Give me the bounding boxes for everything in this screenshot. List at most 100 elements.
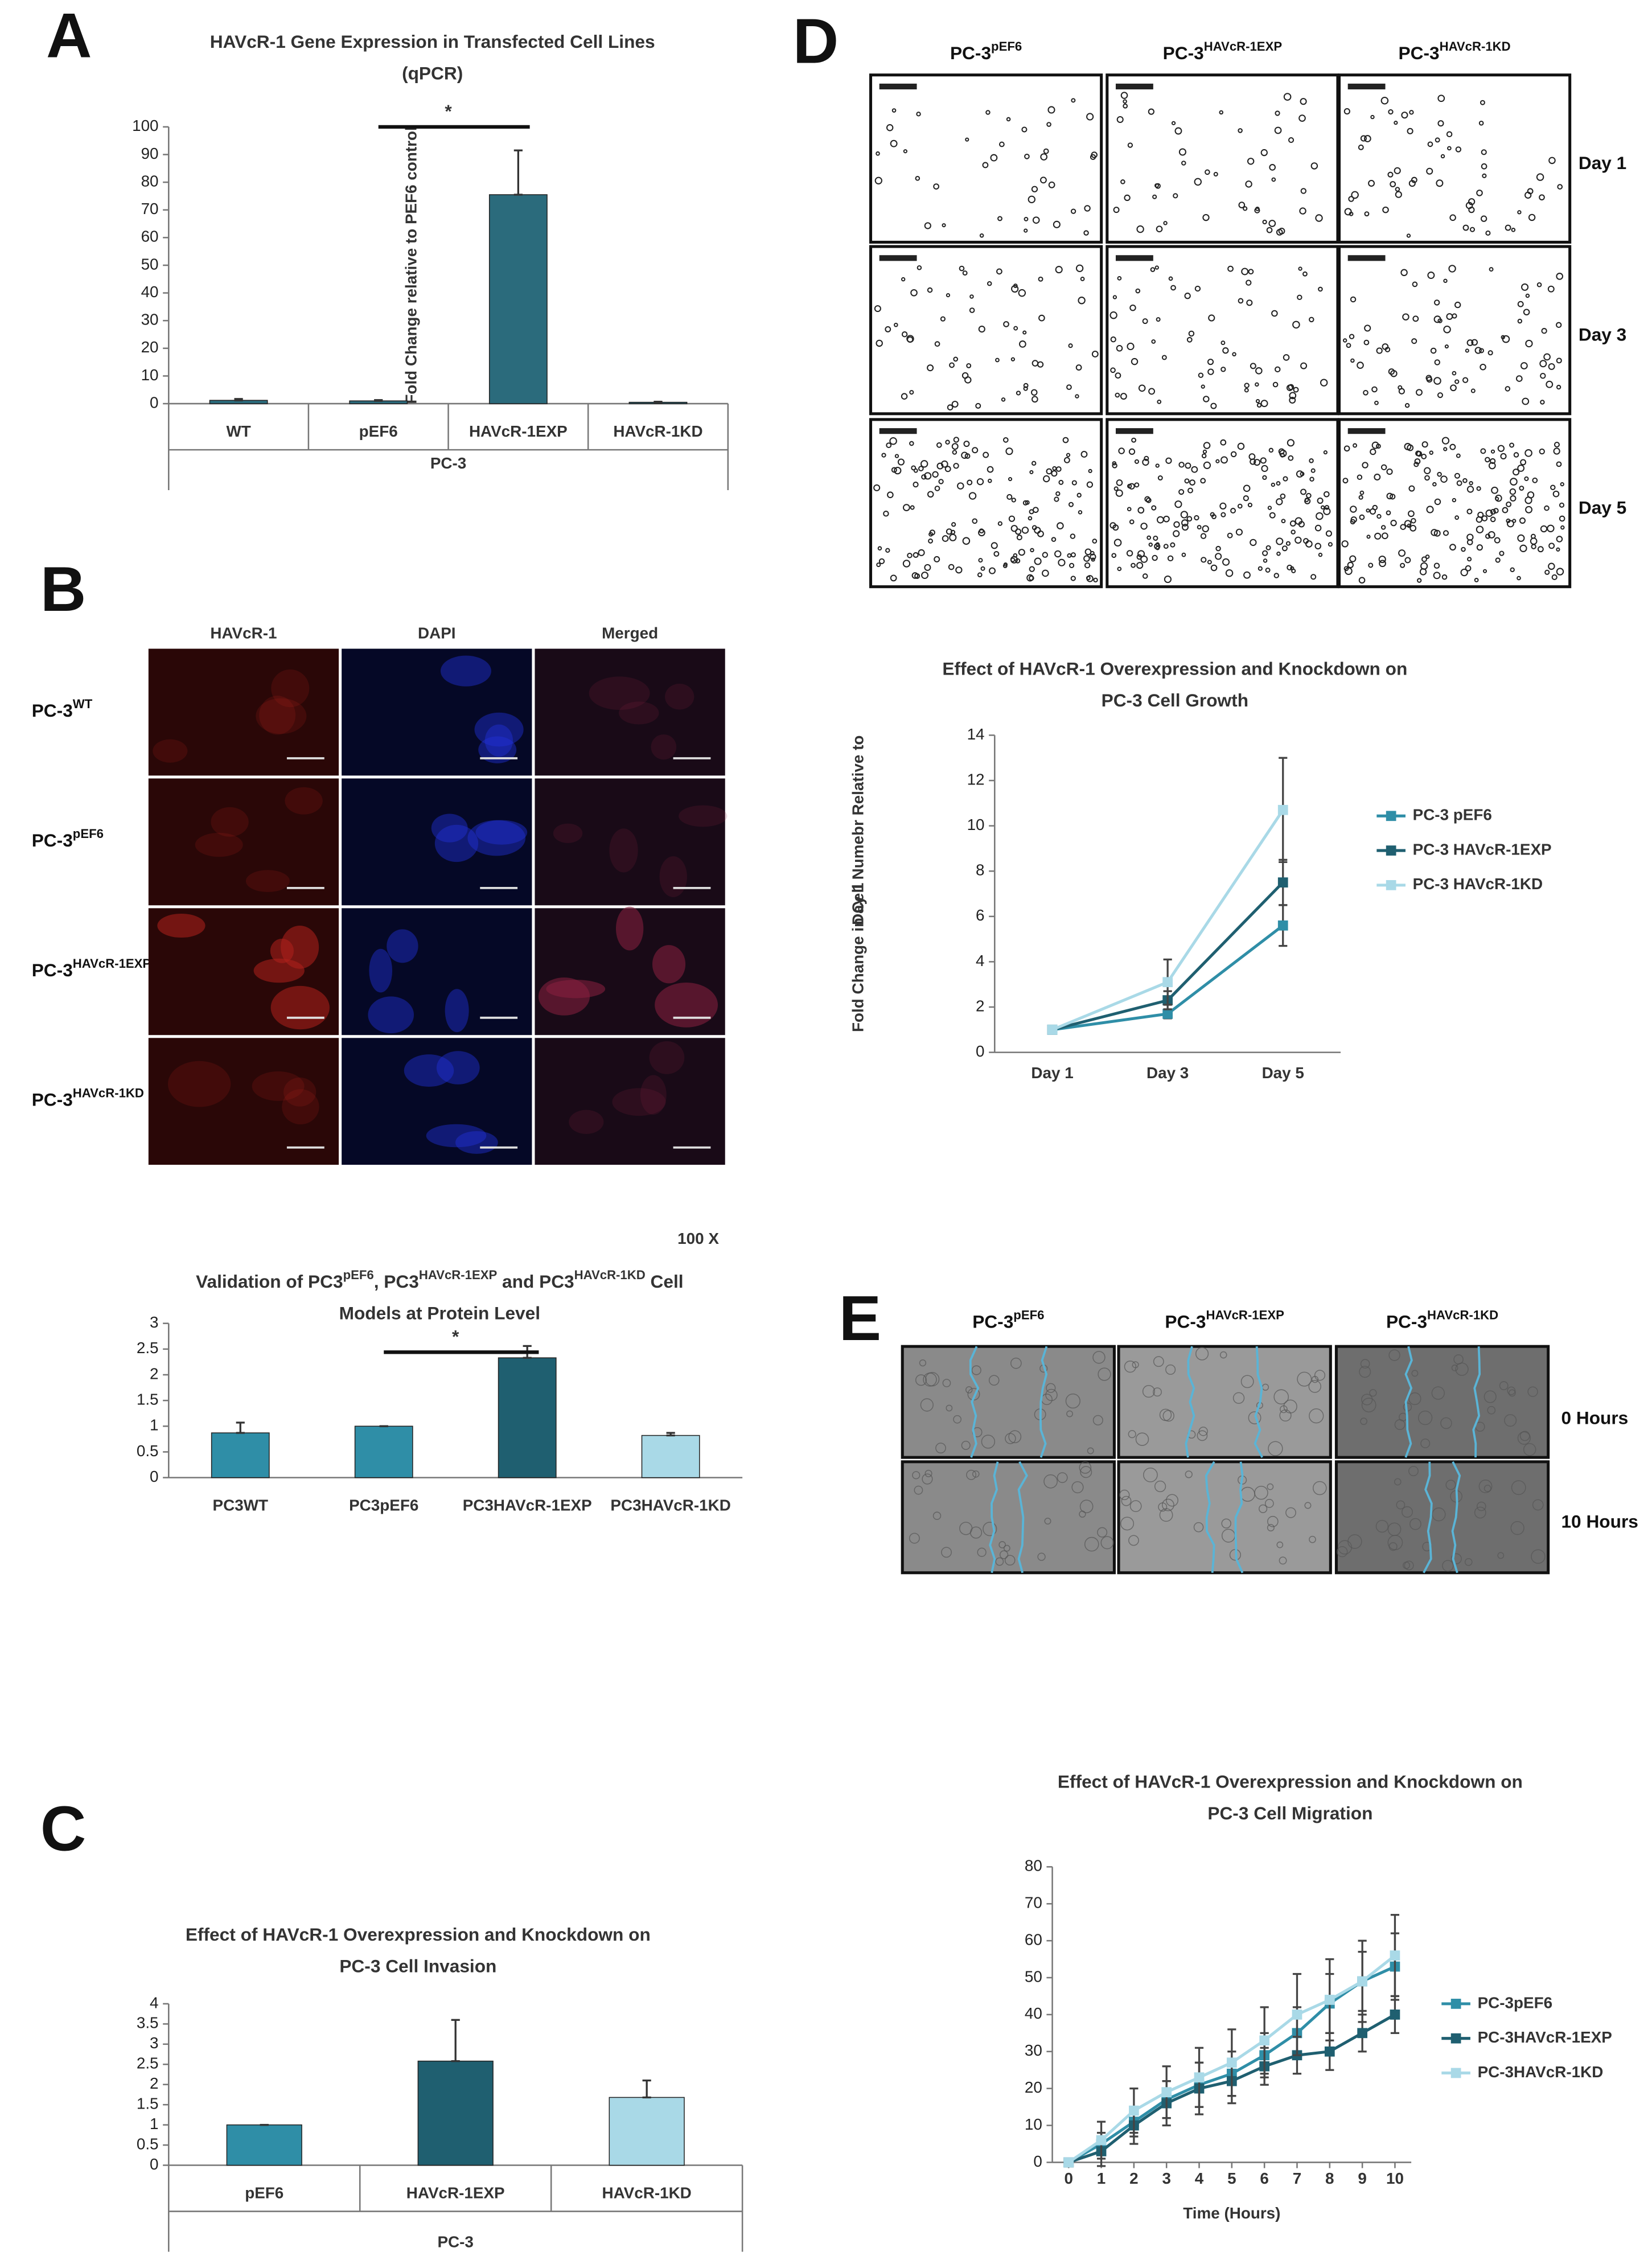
cell [1037, 1552, 1046, 1561]
cell [1363, 339, 1370, 346]
cell [1220, 512, 1226, 517]
cell [975, 402, 981, 409]
cell [1505, 386, 1511, 392]
cell [877, 546, 882, 551]
cell [1357, 361, 1364, 369]
cell [1426, 167, 1433, 175]
cell [1140, 555, 1148, 563]
cell [1090, 550, 1095, 556]
wound-edge [1234, 1461, 1244, 1573]
cell [1420, 1439, 1431, 1449]
cell [1363, 135, 1371, 142]
cell [1554, 442, 1560, 448]
cell [1361, 1394, 1373, 1406]
cell [1289, 520, 1296, 527]
cell [1248, 269, 1254, 275]
cell [1202, 525, 1209, 533]
cell [983, 1522, 997, 1536]
cell [659, 856, 687, 898]
cell [1465, 202, 1473, 209]
cell [1532, 1499, 1544, 1511]
cell [1267, 506, 1272, 510]
cell [1076, 492, 1082, 498]
cell [195, 832, 243, 857]
cell [1314, 524, 1322, 532]
wound-edge [969, 1346, 980, 1458]
cell [1449, 443, 1456, 450]
magnification: 100 X [677, 1230, 719, 1247]
cell [1247, 158, 1255, 165]
cell [1016, 391, 1021, 396]
cell [1556, 322, 1562, 328]
cell [1325, 530, 1332, 537]
cell [1243, 571, 1251, 579]
cell [890, 139, 898, 147]
cell [1505, 224, 1511, 231]
cell [1075, 264, 1084, 272]
cell [1488, 462, 1496, 470]
cell [1075, 364, 1082, 371]
cell [1400, 524, 1406, 530]
cell [1502, 507, 1509, 513]
panel-letter: C [40, 1793, 86, 1864]
cell [1556, 547, 1560, 552]
cell [932, 471, 939, 478]
cell [649, 1041, 685, 1074]
cell [1091, 557, 1095, 562]
cell [1283, 354, 1290, 361]
cell [1006, 494, 1013, 500]
cell [1222, 347, 1229, 354]
cell [947, 404, 954, 410]
cell [1452, 371, 1457, 376]
cell [1402, 1562, 1411, 1569]
cell [1250, 458, 1256, 465]
y-tick-label: 60 [141, 228, 159, 245]
bar [354, 1425, 413, 1478]
cell [1268, 220, 1276, 227]
cell [256, 698, 307, 734]
cell [1369, 508, 1376, 515]
cell [1548, 157, 1556, 165]
cell [1466, 533, 1474, 541]
cell [1058, 558, 1066, 566]
cell [252, 1071, 305, 1101]
cell [1184, 293, 1191, 299]
cell [1166, 1494, 1179, 1507]
cell [1194, 178, 1202, 186]
cell [1043, 148, 1049, 154]
cell [1071, 1481, 1084, 1494]
cell [1262, 550, 1268, 556]
cell [1265, 568, 1271, 573]
cell [1136, 225, 1144, 233]
y-tick-label: 80 [1025, 1857, 1042, 1875]
cell [1466, 508, 1473, 515]
cell [609, 828, 638, 873]
cell [969, 294, 974, 299]
cell [1499, 550, 1505, 556]
cell [913, 552, 919, 558]
cell [1269, 512, 1276, 519]
cell [1170, 285, 1176, 291]
cell [1086, 575, 1094, 582]
cell [1462, 224, 1469, 231]
cell [1110, 367, 1116, 373]
cell [1271, 310, 1278, 317]
cell [1493, 508, 1499, 513]
cell [959, 1522, 973, 1535]
marker [1357, 1976, 1367, 1987]
cell [1515, 375, 1523, 382]
y-tick-label: 100 [132, 117, 158, 134]
x-tick-label: 8 [1325, 2170, 1334, 2187]
cell [928, 532, 934, 537]
cell [1480, 100, 1485, 105]
cell [1129, 519, 1135, 525]
cell [1093, 577, 1098, 583]
cell [1303, 538, 1309, 544]
cell [1181, 161, 1186, 166]
bar [211, 1432, 270, 1478]
wound-edge [1039, 1346, 1048, 1458]
cell [914, 1485, 923, 1495]
cell [1298, 114, 1306, 122]
cell [1046, 1383, 1056, 1393]
cell [1386, 468, 1393, 475]
